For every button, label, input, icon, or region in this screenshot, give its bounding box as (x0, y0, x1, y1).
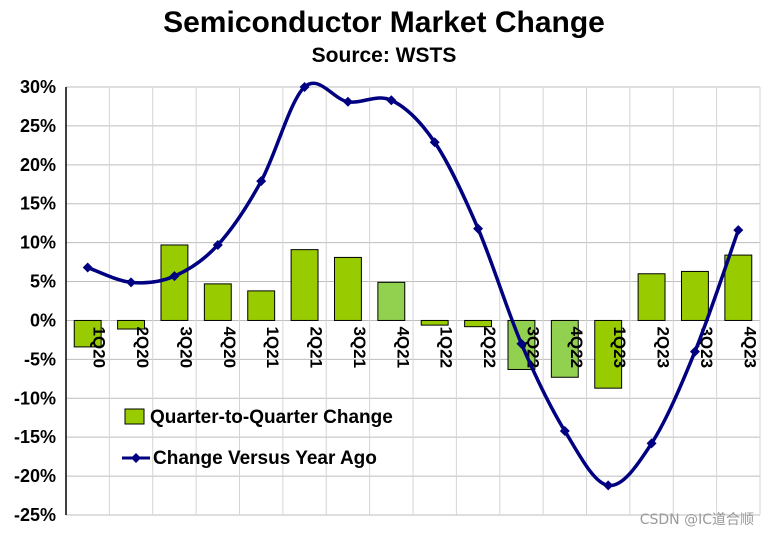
line-marker-3Q23 (689, 346, 700, 357)
x-tick-label: 4Q20 (220, 326, 239, 368)
x-tick-label: 3Q21 (350, 326, 369, 368)
line-series-year-ago (87, 81, 740, 488)
y-tick-label: -5% (24, 349, 56, 369)
x-tick-label: 2Q22 (480, 326, 499, 368)
x-tick-label: 4Q22 (567, 326, 586, 368)
y-tick-label: -20% (14, 466, 56, 486)
x-tick-label: 2Q21 (307, 326, 326, 368)
line-marker-1Q20 (82, 262, 93, 273)
y-tick-label: 5% (30, 272, 56, 292)
bar-1Q22 (420, 319, 449, 326)
y-tick-label: 15% (20, 194, 56, 214)
bar-3Q20 (160, 244, 189, 321)
line-marker-3Q20 (169, 271, 180, 282)
bar-1Q21 (247, 290, 276, 321)
line-marker-1Q23 (603, 480, 614, 491)
legend-line-label: Change Versus Year Ago (153, 448, 377, 469)
x-tick-label: 3Q22 (523, 326, 542, 368)
y-tick-label: -25% (14, 505, 56, 525)
line-marker-2Q21 (299, 82, 310, 92)
legend-bar-swatch (124, 408, 145, 425)
x-tick-label: 3Q20 (176, 326, 195, 368)
line-marker-2Q20 (126, 277, 137, 288)
x-tick-label: 1Q23 (610, 326, 629, 368)
line-marker-4Q20 (212, 239, 223, 250)
y-tick-label: 10% (20, 233, 56, 253)
x-tick-label: 3Q23 (697, 326, 716, 368)
bar-2Q22 (464, 319, 493, 328)
y-tick-label: 30% (20, 77, 56, 97)
bar-4Q22 (550, 319, 579, 378)
line-marker-2Q22 (473, 223, 484, 234)
bar-3Q21 (333, 256, 362, 321)
y-tick-label: 20% (20, 155, 56, 175)
x-tick-label: 4Q21 (393, 326, 412, 368)
bar-2Q23 (637, 273, 666, 321)
chart-title: Semiconductor Market Change (163, 6, 605, 39)
x-tick-label: 1Q20 (90, 326, 109, 368)
x-tick-label: 1Q22 (437, 326, 456, 368)
y-tick-label: -10% (14, 388, 56, 408)
x-tick-label: 2Q20 (133, 326, 152, 368)
line-marker-3Q21 (342, 96, 353, 107)
y-tick-label: 0% (30, 310, 56, 330)
bar-4Q20 (203, 283, 232, 321)
line-marker-1Q21 (256, 176, 267, 187)
bar-1Q23 (594, 319, 623, 389)
line-marker-4Q21 (386, 95, 397, 106)
bar-3Q23 (680, 270, 709, 321)
x-tick-label: 1Q21 (263, 326, 282, 368)
line-marker-4Q22 (559, 425, 570, 436)
line-marker-2Q23 (646, 438, 657, 449)
x-tick-label: 2Q23 (654, 326, 673, 368)
legend-bar-label: Quarter-to-Quarter Change (150, 407, 393, 428)
x-tick-label: 4Q23 (740, 326, 759, 368)
legend-line-marker (131, 453, 141, 463)
line-marker-3Q22 (516, 338, 527, 349)
bar-2Q21 (290, 249, 319, 321)
bar-4Q23 (724, 254, 753, 321)
watermark: CSDN @IC道合顺 (639, 512, 754, 528)
bar-1Q20 (73, 319, 102, 348)
chart-subtitle: Source: WSTS (311, 44, 457, 67)
line-marker-4Q23 (733, 225, 744, 236)
bar-4Q21 (377, 281, 406, 321)
y-tick-label: 25% (20, 116, 56, 136)
line-marker-1Q22 (429, 137, 440, 148)
bar-2Q20 (117, 319, 146, 330)
y-tick-label: -15% (14, 427, 56, 447)
